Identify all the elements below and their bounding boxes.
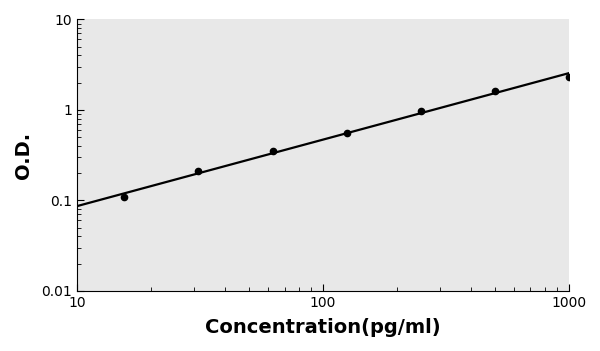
Y-axis label: O.D.: O.D.: [14, 132, 33, 179]
X-axis label: Concentration(pg/ml): Concentration(pg/ml): [205, 318, 440, 337]
